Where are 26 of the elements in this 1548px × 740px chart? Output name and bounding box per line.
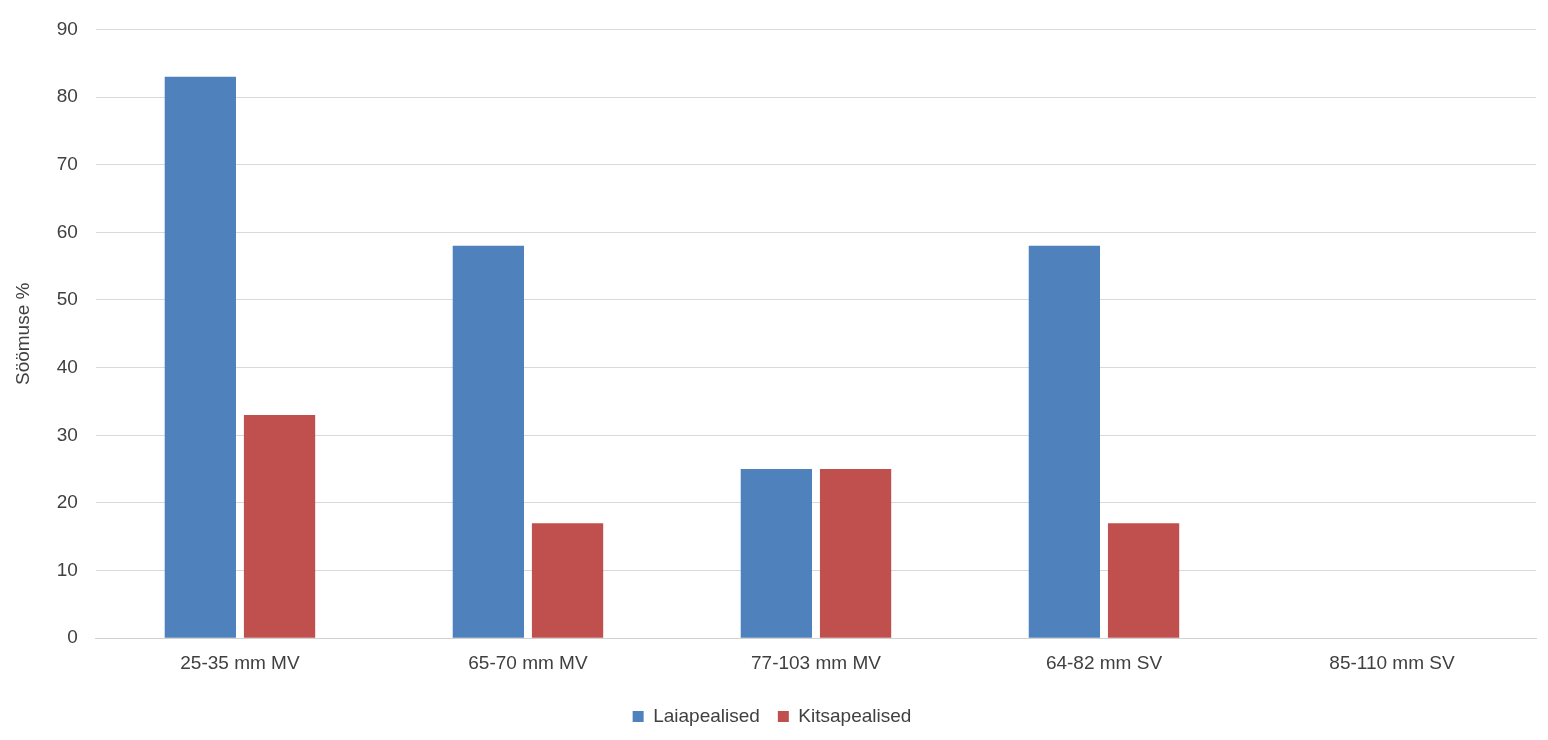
y-tick-label: 60 xyxy=(56,220,78,242)
x-tick-label: 64-82 mm SV xyxy=(1045,651,1163,673)
y-axis-title: Söömuse % xyxy=(11,282,33,386)
bar xyxy=(1107,523,1180,638)
y-tick-label: 70 xyxy=(56,152,78,174)
bar xyxy=(531,523,604,638)
bar xyxy=(1028,245,1101,638)
x-tick-label: 65-70 mm MV xyxy=(468,651,588,673)
bar xyxy=(819,469,892,638)
y-tick-label: 50 xyxy=(56,288,78,310)
y-tick-label: 30 xyxy=(56,423,78,445)
y-tick-label: 10 xyxy=(56,558,78,580)
x-tick-label: 85-110 mm SV xyxy=(1329,651,1455,673)
y-tick-label: 40 xyxy=(56,355,78,377)
y-tick-label: 80 xyxy=(56,85,78,107)
bar xyxy=(740,469,813,638)
legend-label: Laiapealised xyxy=(653,704,760,726)
legend-label: Kitsapealised xyxy=(798,704,912,726)
y-tick-label: 90 xyxy=(56,17,78,39)
x-tick-label: 77-103 mm MV xyxy=(751,651,882,673)
x-tick-label: 25-35 mm MV xyxy=(180,651,300,673)
bar xyxy=(452,245,524,638)
bar xyxy=(164,76,236,638)
y-tick-label: 20 xyxy=(56,491,78,513)
bar xyxy=(243,414,316,638)
y-tick-label: 0 xyxy=(67,626,78,648)
